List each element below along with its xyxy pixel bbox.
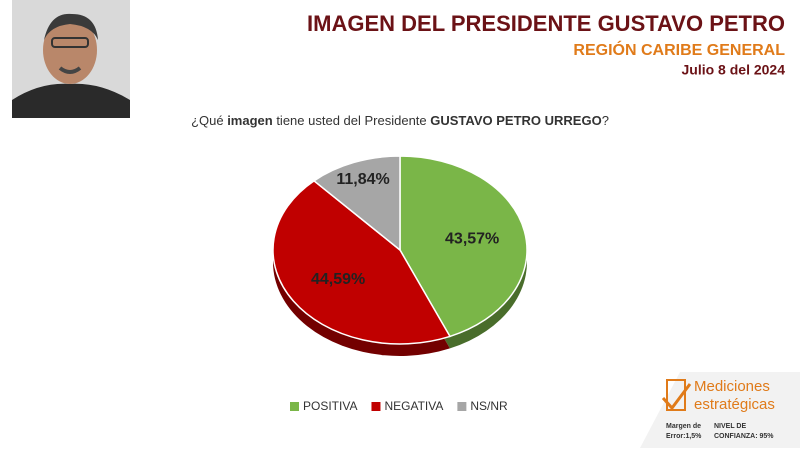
question: ¿Qué imagen tiene usted del Presidente G… (191, 113, 609, 128)
title: IMAGEN DEL PRESIDENTE GUSTAVO PETRO (307, 11, 785, 36)
pie-slice (312, 155, 401, 252)
portrait (12, 0, 130, 118)
data-label: 11,84% (336, 171, 389, 188)
subtitle: REGIÓN CARIBE GENERAL (573, 40, 785, 59)
legend-label: NEGATIVA (384, 399, 443, 413)
brand: estratégicas (694, 396, 775, 413)
legend-swatch (290, 402, 299, 411)
date: Julio 8 del 2024 (682, 62, 786, 78)
question-part: imagen (227, 113, 273, 128)
pie: 43,57% 44,59% 11,84% (272, 155, 528, 356)
brand: Mediciones (694, 378, 770, 395)
margin-note: Margen de (666, 423, 701, 430)
legend-swatch (371, 402, 381, 411)
footer-logo: Mediciones estratégicas Margen de Error:… (640, 372, 800, 448)
question-part: tiene usted del Presidente (273, 113, 431, 128)
legend-label: NS/NR (470, 399, 508, 413)
legend-swatch (457, 402, 467, 411)
confidence-note: CONFIANZA: 95% (714, 433, 774, 440)
legend: POSITIVA NEGATIVA NS/NR (290, 399, 508, 413)
pie-slice (272, 179, 452, 345)
margin-note: Error:1,5% (666, 433, 702, 440)
pie-slice (399, 155, 528, 338)
data-label: 43,57% (445, 230, 499, 247)
question-part: ¿Qué (191, 113, 227, 128)
question-part: GUSTAVO PETRO URREGO (430, 113, 601, 128)
confidence-note: NIVEL DE (714, 423, 746, 430)
data-label: 44,59% (311, 271, 365, 288)
question-part: ? (602, 113, 609, 128)
legend-label: POSITIVA (303, 399, 357, 413)
